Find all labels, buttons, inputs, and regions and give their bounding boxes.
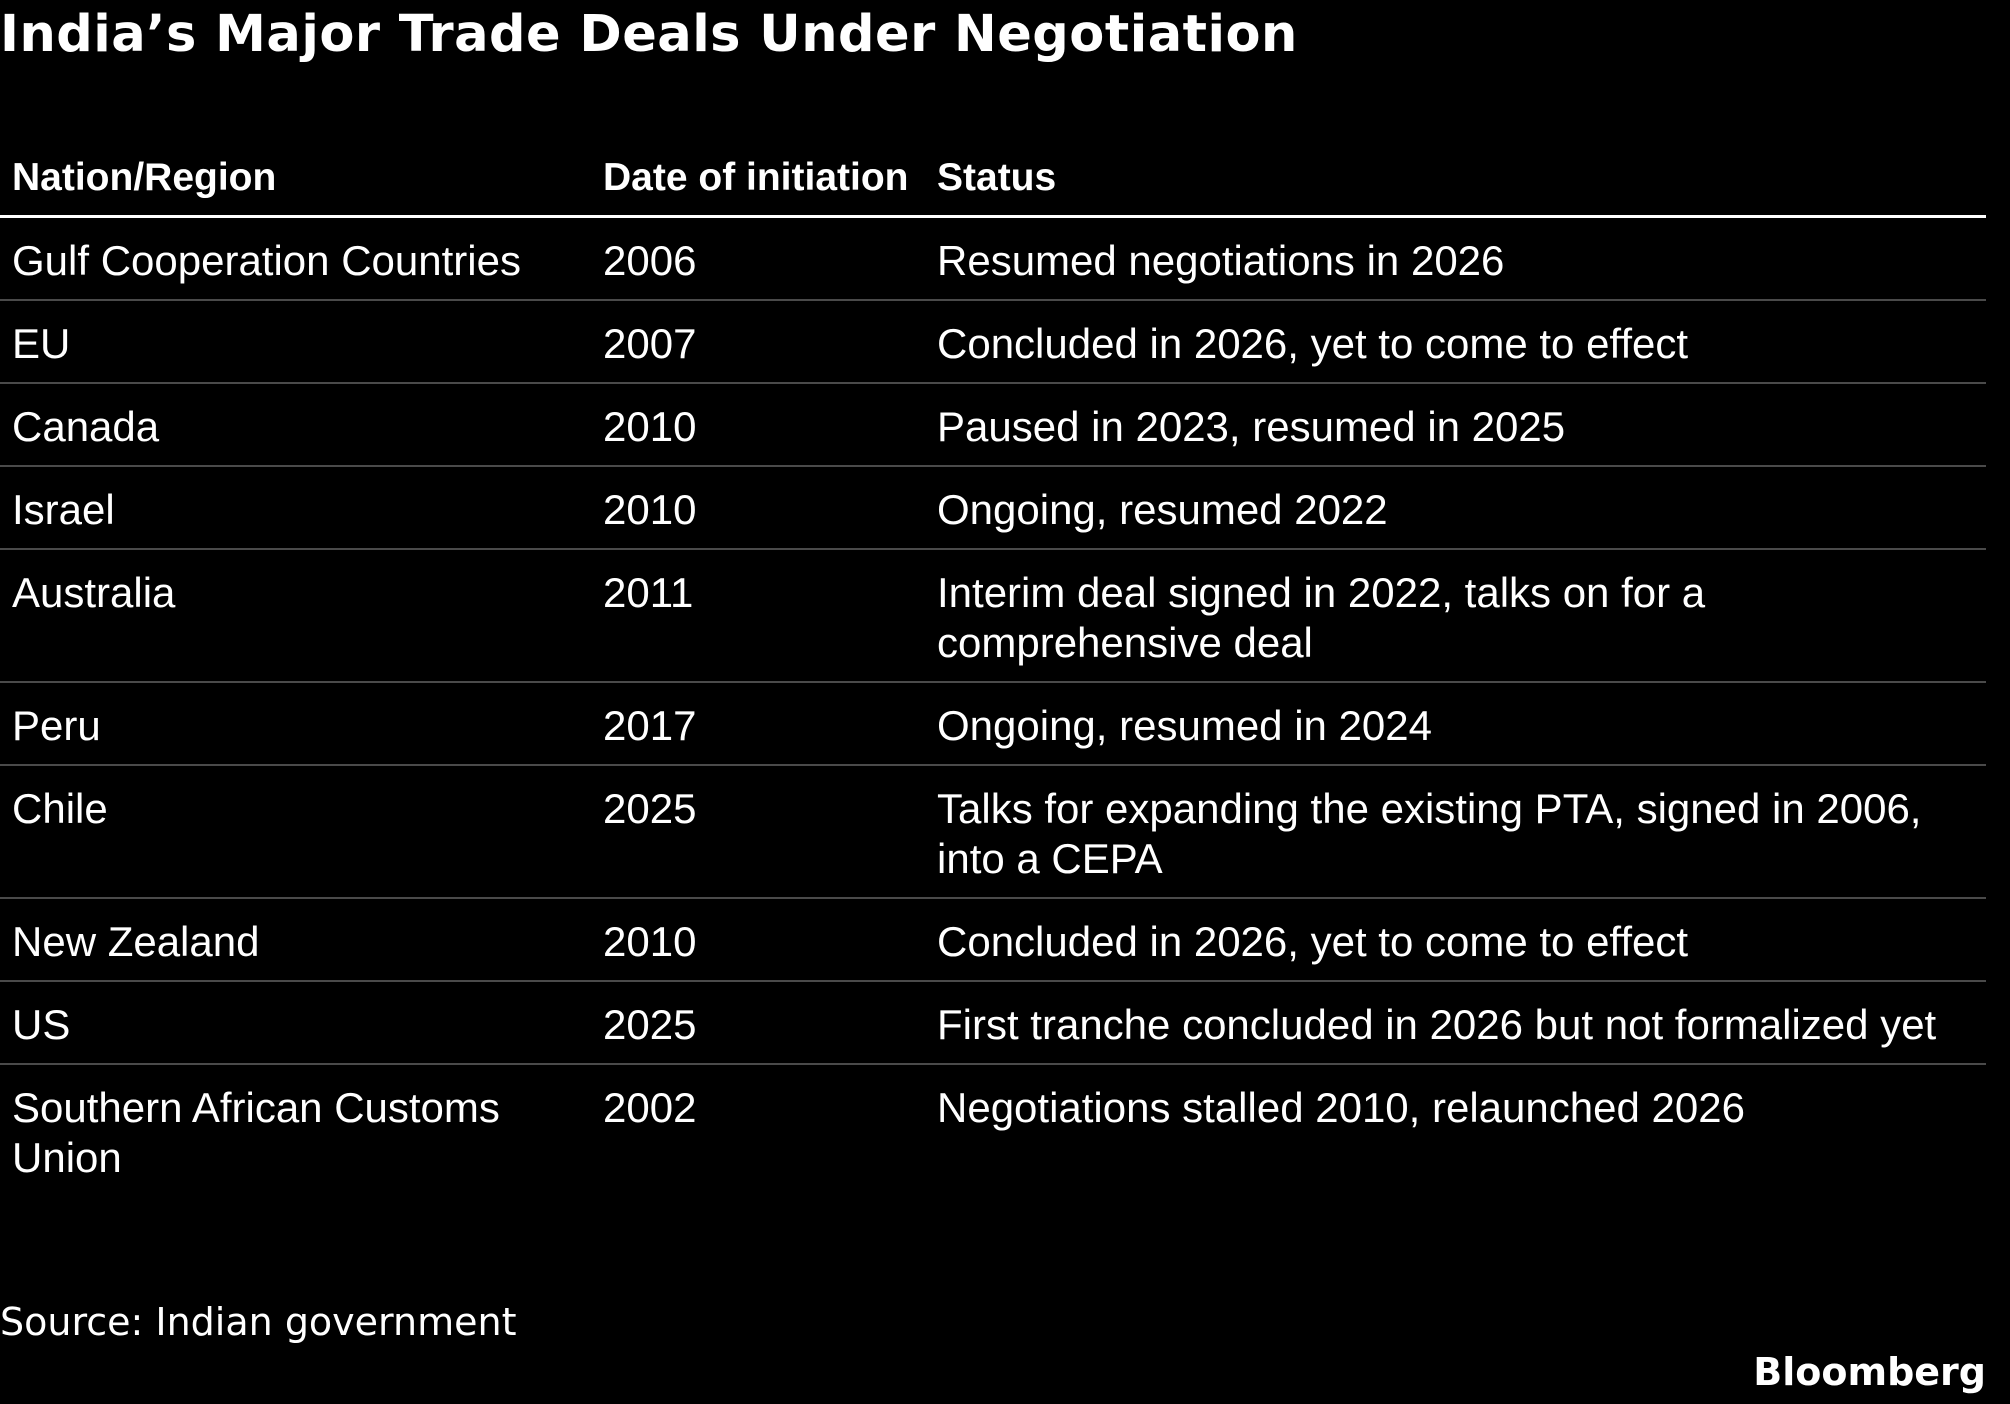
cell-date-of-initiation: 2025 [591,980,925,1065]
table-row: Gulf Cooperation Countries 2006 Resumed … [0,216,1986,301]
column-header-status: Status [925,108,1986,218]
cell-status: Negotiations stalled 2010, relaunched 20… [937,1083,1745,1131]
cell-date-of-initiation: 2010 [591,897,925,982]
source-note: Source: Indian government [0,1300,517,1344]
cell-status: Ongoing, resumed 2022 [925,465,1986,550]
bloomberg-logo: Bloomberg [1753,1350,1986,1394]
table-header-row: Nation/Region Date of initiation Status [0,108,1986,218]
cell-date-of-initiation: 2006 [591,216,925,301]
cell-status: Interim deal signed in 2022, talks on fo… [925,548,1986,683]
cell-nation-region: Chile [0,764,591,899]
table-row: EU 2007 Concluded in 2026, yet to come t… [0,299,1986,384]
cell-nation-region: Australia [0,548,591,683]
table-row: Canada 2010 Paused in 2023, resumed in 2… [0,382,1986,467]
cell-date-of-initiation: 2010 [591,465,925,550]
cell-status: Concluded in 2026, yet to come to effect [925,897,1986,982]
cell-status: First tranche concluded in 2026 but not … [925,980,1986,1065]
cell-nation-region: EU [0,299,591,384]
trade-deals-table: Nation/Region Date of initiation Status … [0,108,1986,1196]
table-row: Chile 2025 Talks for expanding the exist… [0,764,1986,899]
cell-status: Ongoing, resumed in 2024 [925,681,1986,766]
cell-nation-region: Peru [0,681,591,766]
table-row: US 2025 First tranche concluded in 2026 … [0,980,1986,1065]
cell-nation-region: New Zealand [0,897,591,982]
table-row: Peru 2017 Ongoing, resumed in 2024 [0,681,1986,766]
cell-nation-region: Israel [0,465,591,550]
cell-date-of-initiation: 2007 [591,299,925,384]
cell-status: Paused in 2023, resumed in 2025 [925,382,1986,467]
cell-nation-region: Gulf Cooperation Countries [0,216,591,301]
cell-date-of-initiation: 2017 [591,681,925,766]
column-header-date-of-initiation: Date of initiation [591,108,925,218]
cell-nation-region: US [0,980,591,1065]
column-header-nation-region: Nation/Region [0,108,591,218]
cell-status: Concluded in 2026, yet to come to effect [925,299,1986,384]
cell-status: Talks for expanding the existing PTA, si… [925,764,1986,899]
page-title: India’s Major Trade Deals Under Negotiat… [0,5,1298,64]
table-row: Southern African Customs Union 2002 Nego… [0,1064,1986,1196]
table-row: New Zealand 2010 Concluded in 2026, yet … [0,897,1986,982]
cell-date-of-initiation: 2002 [603,1083,697,1131]
cell-date-of-initiation: 2025 [591,764,925,899]
cell-nation-region: Canada [0,382,591,467]
cell-date-of-initiation: 2010 [591,382,925,467]
cell-nation-region: Southern African Customs Union [12,1083,500,1181]
table-row: Australia 2011 Interim deal signed in 20… [0,548,1986,683]
table-row: Israel 2010 Ongoing, resumed 2022 [0,465,1986,550]
cell-date-of-initiation: 2011 [591,548,925,683]
cell-status: Resumed negotiations in 2026 [925,216,1986,301]
